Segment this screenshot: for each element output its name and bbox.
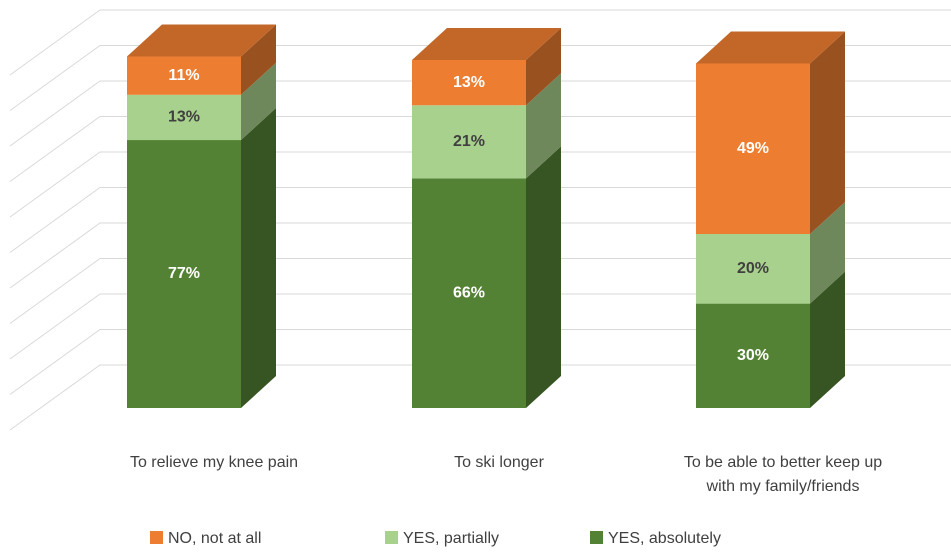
bar <box>412 178 526 408</box>
grid-line <box>9 329 951 395</box>
data-label: 13% <box>168 109 200 126</box>
bar-side <box>810 271 845 408</box>
grid-line <box>9 364 951 431</box>
data-label: 13% <box>453 74 485 91</box>
bar-side <box>241 24 276 95</box>
bar <box>412 60 526 106</box>
grid-line <box>9 293 951 360</box>
bar-side <box>526 73 561 179</box>
bar-side <box>241 62 276 141</box>
bar <box>412 105 526 179</box>
bar-top <box>127 24 276 57</box>
bar-side <box>810 31 845 235</box>
grid-line <box>9 222 951 289</box>
bar <box>127 140 241 409</box>
legend-swatch <box>150 531 163 544</box>
bar <box>696 234 810 304</box>
legend-label: YES, absolutely <box>608 530 721 547</box>
bar-side <box>526 146 561 408</box>
grid-line <box>9 45 951 111</box>
grid-line <box>9 80 951 147</box>
legend-label: YES, partially <box>403 530 499 547</box>
bar-top <box>696 31 845 64</box>
data-label: 30% <box>737 347 769 364</box>
legend-label: NO, not at all <box>168 530 261 547</box>
grid-line <box>9 187 951 253</box>
grid-line <box>9 258 951 324</box>
bar-side <box>810 202 845 304</box>
legend-swatch <box>590 531 603 544</box>
bar <box>696 63 810 235</box>
bar <box>127 94 241 141</box>
x-tick-label: To ski longer <box>454 454 544 471</box>
grid-line <box>9 9 951 76</box>
x-tick-label: To be able to better keep up with my fam… <box>683 454 883 495</box>
grid-line <box>9 151 951 218</box>
bar-side <box>526 28 561 106</box>
data-label: 21% <box>453 133 485 150</box>
x-tick-label: To relieve my knee pain <box>129 454 299 471</box>
data-label: 11% <box>168 67 199 84</box>
legend-swatch <box>385 531 398 544</box>
data-label: 77% <box>168 265 200 282</box>
bar-top <box>412 28 561 60</box>
bar-side <box>241 108 276 408</box>
data-label: 20% <box>737 260 769 277</box>
grid-line <box>9 116 951 182</box>
data-label: 66% <box>453 284 485 301</box>
bar <box>696 303 810 408</box>
data-label: 49% <box>737 140 769 157</box>
bar <box>127 56 241 95</box>
